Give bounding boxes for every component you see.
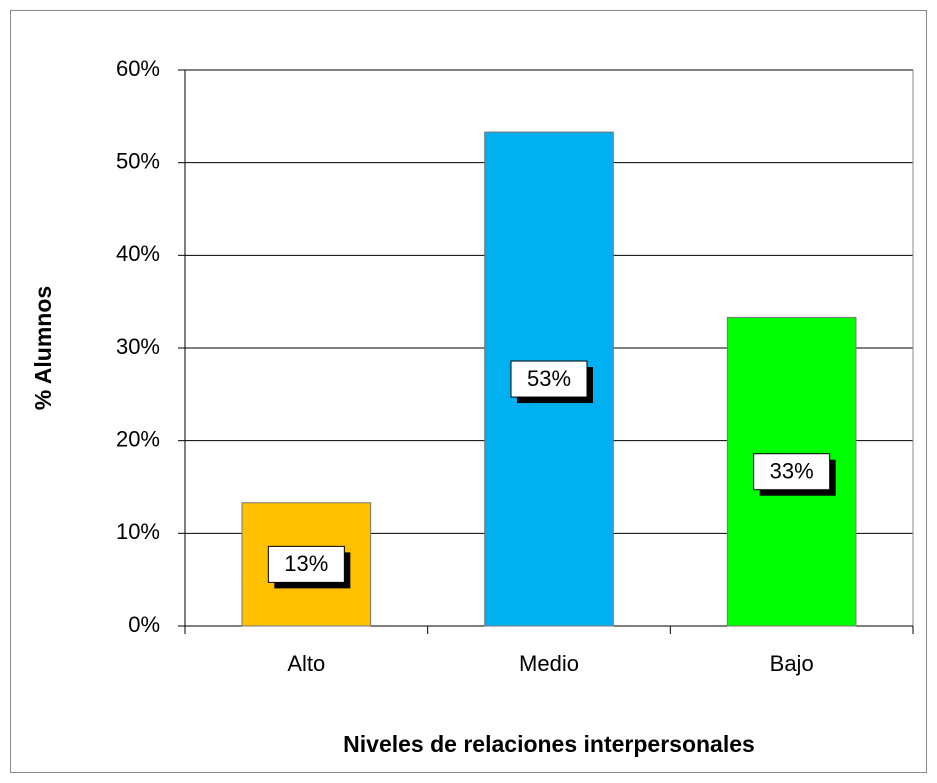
data-label-box [753,453,831,491]
data-label: 53% [527,366,571,391]
data-label-box [267,545,345,583]
x-tick-label: Bajo [770,651,814,676]
data-label-box [510,360,588,398]
data-label: 33% [770,459,814,484]
y-tick-label: 20% [116,426,160,451]
y-tick-label: 50% [116,148,160,173]
y-tick-label: 30% [116,334,160,359]
y-tick-label: 10% [116,519,160,544]
x-tick-label: Medio [519,651,579,676]
y-axis-title: % Alumnos [30,286,56,410]
x-axis-title: Niveles de relaciones interpersonales [343,731,755,757]
x-tick-label: Alto [287,651,325,676]
y-tick-label: 60% [116,56,160,81]
data-label: 13% [284,551,328,576]
y-tick-label: 0% [128,612,160,637]
y-tick-label: 40% [116,241,160,266]
